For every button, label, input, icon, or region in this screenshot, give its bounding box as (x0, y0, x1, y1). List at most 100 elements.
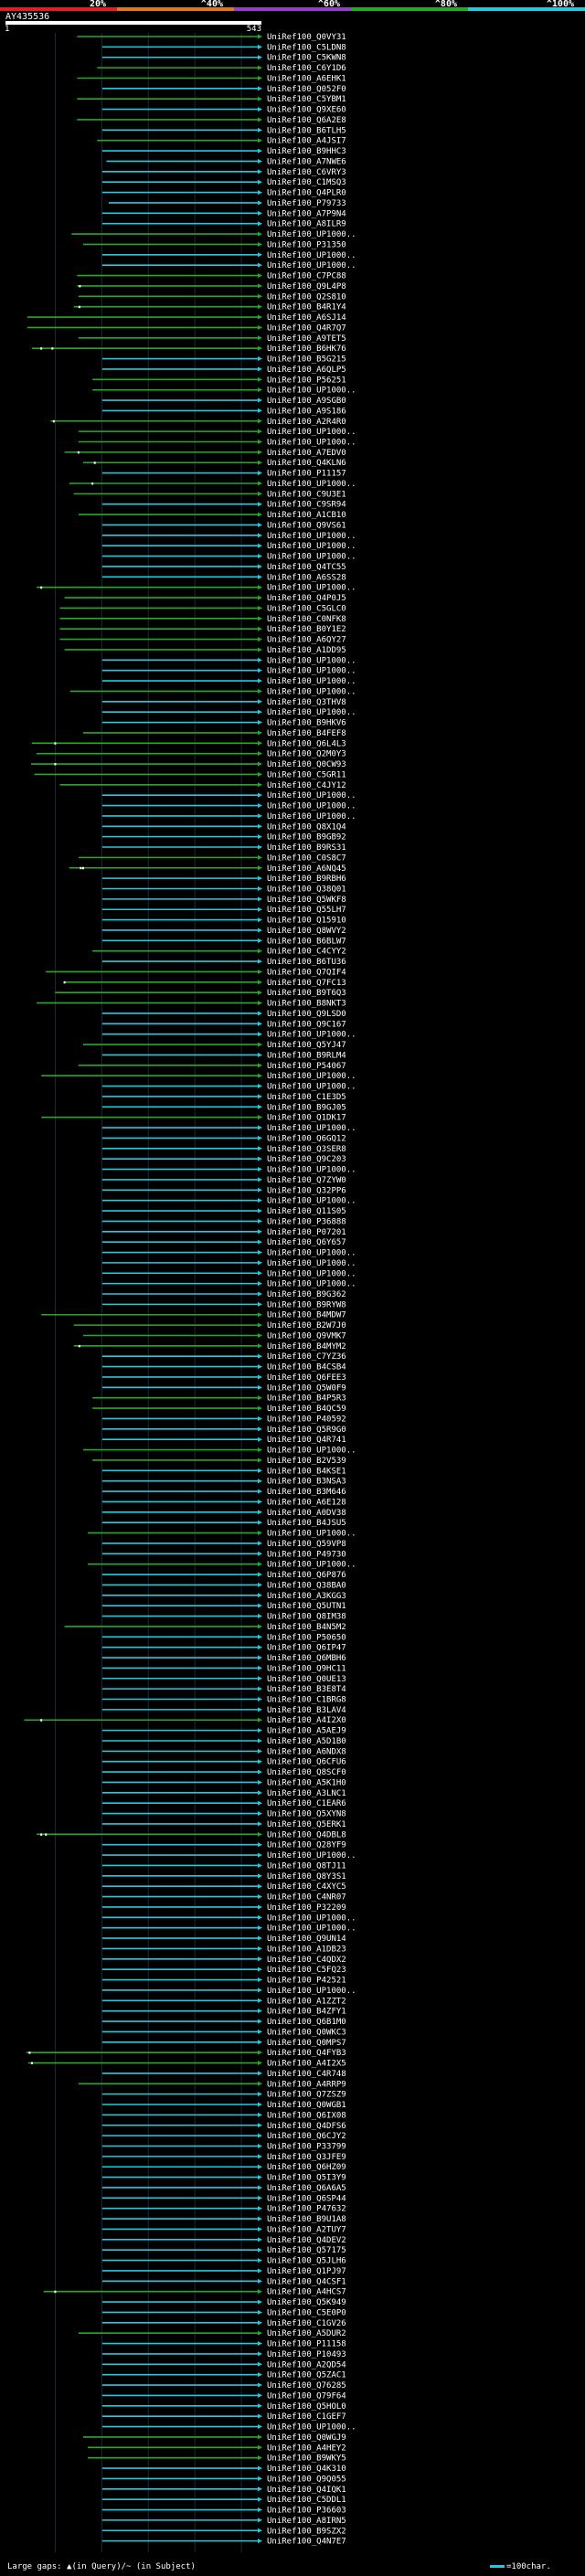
hit-accession: UniRef100_UP1000.. (267, 230, 356, 239)
hit-accession: UniRef100_Q8X1Q4 (267, 822, 346, 832)
hit-arrow (258, 1707, 262, 1712)
hit-arrow (258, 554, 262, 559)
hit-arrow (258, 605, 262, 610)
hit-accession: UniRef100_A6QY27 (267, 636, 346, 645)
hit-accession: UniRef100_UP1000.. (267, 584, 356, 593)
hit-arrow (258, 210, 262, 216)
hit-accession: UniRef100_B4JSU5 (267, 1519, 346, 1528)
hit-arrow (258, 1115, 262, 1120)
hit-accession: UniRef100_Q8IM38 (267, 1613, 346, 1622)
hit-arrow (258, 471, 262, 476)
hit-accession: UniRef100_UP1000.. (267, 1197, 356, 1206)
hit-accession: UniRef100_Q3THV8 (267, 698, 346, 707)
hit-accession: UniRef100_P47632 (267, 2205, 346, 2214)
hit-arrow (258, 1415, 262, 1421)
hit-arrow (258, 2475, 262, 2481)
hit-accession: UniRef100_A5K1H0 (267, 1778, 346, 1787)
hit-arrow (258, 2330, 262, 2336)
hit-accession: UniRef100_Q4KLN6 (267, 459, 346, 468)
hit-accession: UniRef100_Q9HC11 (267, 1664, 346, 1673)
hit-accession: UniRef100_P54067 (267, 1062, 346, 1071)
hit-accession: UniRef100_C1EAR6 (267, 1799, 346, 1808)
hit-accession: UniRef100_UP1000.. (267, 687, 356, 696)
hit-accession: UniRef100_Q5WKF8 (267, 896, 346, 905)
hit-accession: UniRef100_B3E8T4 (267, 1685, 346, 1694)
hit-arrow (258, 1520, 262, 1525)
legend-label: 20% (90, 0, 106, 9)
hit-arrow (258, 2507, 262, 2513)
hit-arrow (258, 283, 262, 289)
hit-accession: UniRef100_UP1000.. (267, 1924, 356, 1934)
hit-arrow (258, 1593, 262, 1598)
hit-accession: UniRef100_P50650 (267, 1633, 346, 1642)
hit-accession: UniRef100_B4ZFY1 (267, 2008, 346, 2017)
hit-arrow (258, 2278, 262, 2284)
hit-arrow (258, 440, 262, 445)
hit-arrow (258, 917, 262, 923)
hit-arrow (258, 2019, 262, 2024)
hit-accession: UniRef100_B6TU36 (267, 958, 346, 967)
hit-arrow (258, 1977, 262, 1983)
hit-arrow (258, 969, 262, 974)
hit-accession: UniRef100_A4I2X0 (267, 1716, 346, 1725)
hit-accession: UniRef100_A6QLP5 (267, 366, 346, 375)
hit-arrow (258, 2040, 262, 2045)
hit-arrow (258, 1728, 262, 1733)
hit-accession: UniRef100_C9U3E1 (267, 490, 346, 499)
hit-accession: UniRef100_UP1000.. (267, 812, 356, 822)
hit-arrow (258, 1852, 262, 1858)
hit-accession: UniRef100_Q4PLR0 (267, 189, 346, 198)
hit-accession: UniRef100_A6E128 (267, 1498, 346, 1507)
hit-arrow (258, 1894, 262, 1900)
hit-accession: UniRef100_UP1000.. (267, 2423, 356, 2433)
hit-accession: UniRef100_UP1000.. (267, 791, 356, 800)
hit-gap-marker (93, 461, 96, 464)
hit-accession: UniRef100_C1MSQ3 (267, 178, 346, 187)
hit-accession: UniRef100_UP1000.. (267, 1166, 356, 1175)
hit-arrow (258, 1208, 262, 1214)
hit-accession: UniRef100_P79733 (267, 199, 346, 208)
hit-accession: UniRef100_P07201 (267, 1228, 346, 1237)
hit-accession: UniRef100_UP1000.. (267, 656, 356, 665)
hit-arrow (258, 1156, 262, 1161)
hit-accession: UniRef100_B4N5M2 (267, 1623, 346, 1632)
hit-arrow (258, 730, 262, 736)
hit-arrow (258, 2392, 262, 2398)
hit-accession: UniRef100_Q0MPS7 (267, 2039, 346, 2048)
footer-scale-note: =100char. (490, 2562, 551, 2571)
hit-accession: UniRef100_B3LAV4 (267, 1706, 346, 1715)
hit-accession: UniRef100_Q0UE13 (267, 1675, 346, 1684)
legend-label: ^100% (547, 0, 574, 9)
hit-gap-marker (78, 305, 80, 309)
hit-accession: UniRef100_Q9C167 (267, 1020, 346, 1029)
hit-arrow (258, 1436, 262, 1442)
hit-accession: UniRef100_C5LDN8 (267, 43, 346, 52)
hit-arrow (258, 1353, 262, 1359)
hit-accession: UniRef100_B4QC59 (267, 1405, 346, 1414)
hit-accession: UniRef100_Q8SCF0 (267, 1768, 346, 1777)
query-name: AY435536 (5, 12, 49, 22)
hit-arrow (258, 2112, 262, 2117)
hit-arrow (258, 2206, 262, 2211)
hit-accession: UniRef100_UP1000.. (267, 261, 356, 270)
hit-accession: UniRef100_A6SJ14 (267, 313, 346, 323)
hit-arrow (258, 657, 262, 663)
hit-arrow (258, 906, 262, 912)
hit-arrow (258, 1146, 262, 1151)
hit-arrow (258, 1332, 262, 1338)
hit-arrow (258, 2154, 262, 2159)
hit-arrow (258, 1914, 262, 1920)
hit-accession: UniRef100_B9RBH6 (267, 875, 346, 884)
hit-accession: UniRef100_C5E0P0 (267, 2308, 346, 2317)
hit-accession: UniRef100_UP1000.. (267, 532, 356, 541)
hit-accession: UniRef100_P49730 (267, 1550, 346, 1559)
hit-arrow (258, 408, 262, 413)
hit-arrow (258, 1811, 262, 1817)
hit-arrow (258, 885, 262, 891)
hit-arrow (258, 2382, 262, 2388)
hit-gap-marker (40, 1719, 43, 1722)
hit-arrow (258, 1634, 262, 1639)
hit-accession: UniRef100_UP1000.. (267, 480, 356, 489)
hit-arrow (258, 2226, 262, 2231)
hit-accession: UniRef100_B0Y1E2 (267, 625, 346, 634)
